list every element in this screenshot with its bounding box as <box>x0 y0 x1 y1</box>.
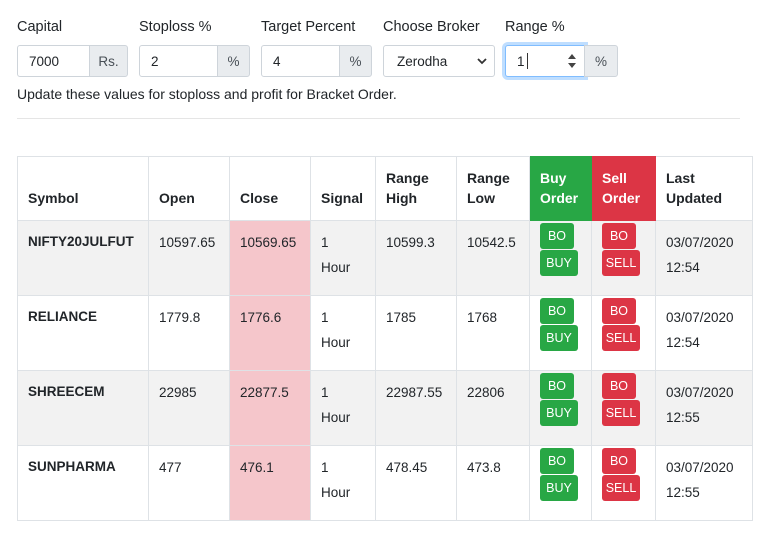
bo-sell-button[interactable]: BO <box>602 298 636 324</box>
bo-buy-button[interactable]: BO <box>540 298 574 324</box>
target-input[interactable]: 4 <box>261 45 340 77</box>
cell-range-high: 10599.3 <box>375 220 457 296</box>
cell-open: 22985 <box>148 370 230 446</box>
buy-button[interactable]: BUY <box>540 400 578 426</box>
range-label: Range % <box>505 19 565 35</box>
sell-button[interactable]: SELL <box>602 400 640 426</box>
col-header-close: Close <box>229 156 311 221</box>
stoploss-addon: % <box>217 45 250 77</box>
range-addon: % <box>584 45 618 77</box>
sell-button[interactable]: SELL <box>602 475 640 501</box>
bo-buy-button[interactable]: BO <box>540 448 574 474</box>
cell-open: 1779.8 <box>148 295 230 371</box>
capital-input[interactable]: 7000 <box>17 45 90 77</box>
sell-button[interactable]: SELL <box>602 325 640 351</box>
signals-table: Symbol Open Close Signal Range High Range… <box>17 156 753 521</box>
cell-symbol: SHREECEM <box>17 370 149 446</box>
cell-signal: 1 Hour <box>310 445 376 521</box>
bo-sell-button[interactable]: BO <box>602 448 636 474</box>
cell-range-high: 1785 <box>375 295 457 371</box>
table-row: RELIANCE 1779.8 1776.6 1 Hour 1785 1768 B… <box>17 295 753 371</box>
col-header-symbol: Symbol <box>17 156 149 221</box>
cell-last-updated: 03/07/2020 12:55 <box>655 370 753 446</box>
cell-open: 477 <box>148 445 230 521</box>
capital-label: Capital <box>17 19 63 35</box>
col-header-range-high: Range High <box>375 156 457 221</box>
cell-open: 10597.65 <box>148 220 230 296</box>
cell-sell-order: BO SELL <box>591 220 656 296</box>
cell-last-updated: 03/07/2020 12:54 <box>655 220 753 296</box>
cell-last-updated: 03/07/2020 12:54 <box>655 295 753 371</box>
col-header-sell-order: Sell Order <box>591 156 656 221</box>
cell-symbol: RELIANCE <box>17 295 149 371</box>
cell-buy-order: BO BUY <box>529 370 592 446</box>
range-input-value: 1 <box>517 53 525 69</box>
table-header-row: Symbol Open Close Signal Range High Range… <box>17 156 753 221</box>
col-header-signal: Signal <box>310 156 376 221</box>
cell-buy-order: BO BUY <box>529 295 592 371</box>
cell-range-high: 478.45 <box>375 445 457 521</box>
buy-button[interactable]: BUY <box>540 250 578 276</box>
bo-sell-button[interactable]: BO <box>602 223 636 249</box>
stoploss-input[interactable]: 2 <box>139 45 218 77</box>
cell-range-low: 10542.5 <box>456 220 530 296</box>
table-row: NIFTY20JULFUT 10597.65 10569.65 1 Hour 10… <box>17 220 753 296</box>
divider <box>17 118 740 119</box>
cell-buy-order: BO BUY <box>529 445 592 521</box>
cell-sell-order: BO SELL <box>591 370 656 446</box>
cell-symbol: SUNPHARMA <box>17 445 149 521</box>
col-header-last-updated: Last Updated <box>655 156 753 221</box>
cell-range-low: 22806 <box>456 370 530 446</box>
cell-range-low: 1768 <box>456 295 530 371</box>
sell-button[interactable]: SELL <box>602 250 640 276</box>
broker-select[interactable]: Zerodha <box>383 45 495 77</box>
cell-close: 10569.65 <box>229 220 311 296</box>
buy-button[interactable]: BUY <box>540 475 578 501</box>
bracket-order-hint: Update these values for stoploss and pro… <box>17 86 397 102</box>
target-addon: % <box>339 45 372 77</box>
target-label: Target Percent <box>261 19 356 35</box>
col-header-buy-order: Buy Order <box>529 156 592 221</box>
table-row: SHREECEM 22985 22877.5 1 Hour 22987.55 22… <box>17 370 753 446</box>
cell-buy-order: BO BUY <box>529 220 592 296</box>
cell-signal: 1 Hour <box>310 370 376 446</box>
bo-buy-button[interactable]: BO <box>540 373 574 399</box>
cell-range-low: 473.8 <box>456 445 530 521</box>
cell-close: 22877.5 <box>229 370 311 446</box>
bo-sell-button[interactable]: BO <box>602 373 636 399</box>
chevron-down-icon <box>477 58 487 65</box>
cell-range-high: 22987.55 <box>375 370 457 446</box>
cell-signal: 1 Hour <box>310 220 376 296</box>
col-header-open: Open <box>148 156 230 221</box>
broker-select-value: Zerodha <box>397 53 448 69</box>
stoploss-label: Stoploss % <box>139 19 212 35</box>
col-header-range-low: Range Low <box>456 156 530 221</box>
cell-close: 1776.6 <box>229 295 311 371</box>
text-cursor <box>526 53 528 69</box>
cell-signal: 1 Hour <box>310 295 376 371</box>
cell-symbol: NIFTY20JULFUT <box>17 220 149 296</box>
cell-sell-order: BO SELL <box>591 295 656 371</box>
broker-label: Choose Broker <box>383 19 480 35</box>
spinner-arrows-icon[interactable] <box>566 52 578 70</box>
table-row: SUNPHARMA 477 476.1 1 Hour 478.45 473.8 B… <box>17 445 753 521</box>
buy-button[interactable]: BUY <box>540 325 578 351</box>
capital-addon: Rs. <box>89 45 128 77</box>
cell-sell-order: BO SELL <box>591 445 656 521</box>
cell-last-updated: 03/07/2020 12:55 <box>655 445 753 521</box>
cell-close: 476.1 <box>229 445 311 521</box>
range-input[interactable]: 1 <box>505 45 585 77</box>
bo-buy-button[interactable]: BO <box>540 223 574 249</box>
